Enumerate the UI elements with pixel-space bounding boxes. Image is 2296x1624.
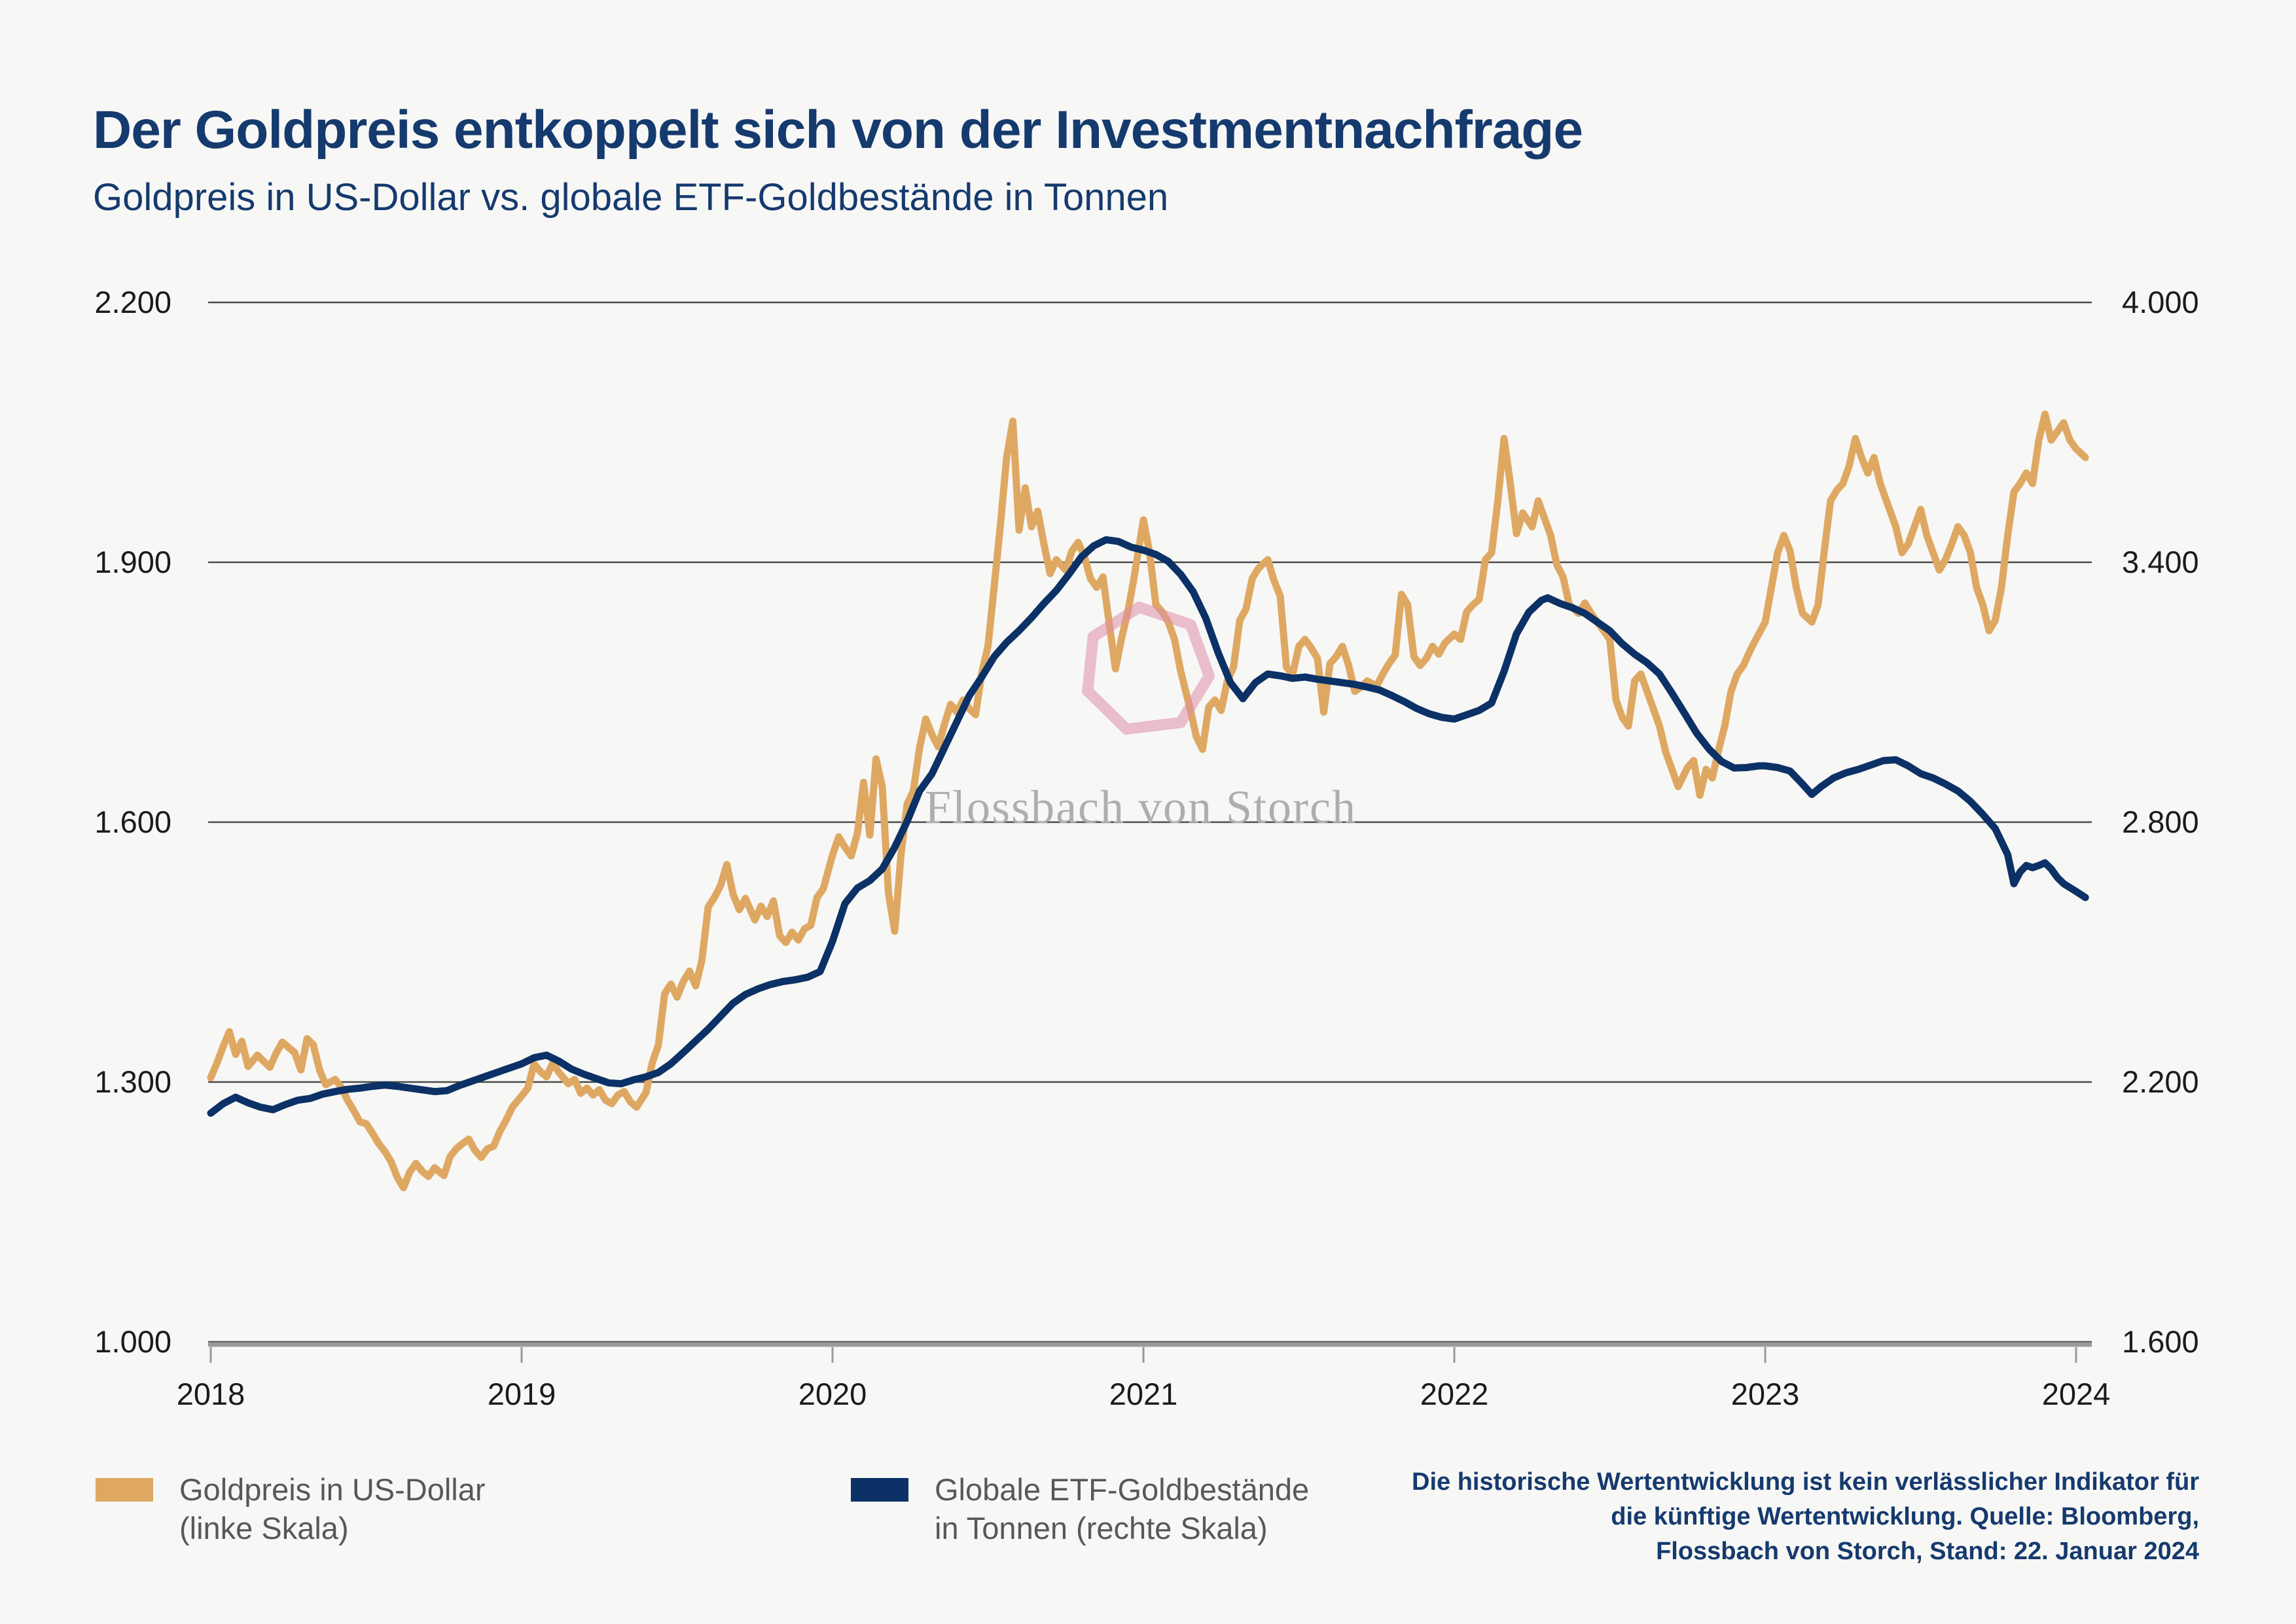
watermark-heptagon-logo: [1082, 602, 1215, 735]
y-axis-label-left: 1.900: [94, 545, 171, 579]
y-axis-label-left: 2.200: [94, 285, 171, 319]
y-axis-label-right: 2.200: [2122, 1064, 2199, 1099]
disclaimer-line-1: Die historische Wertentwicklung ist kein…: [1412, 1468, 2199, 1496]
legend-item-gold-price: Goldpreis in US-Dollar (linke Skala): [96, 1470, 486, 1547]
x-axis-label: 2021: [1109, 1377, 1178, 1411]
legend-swatch-gold: [96, 1478, 153, 1502]
x-axis-label: 2023: [1731, 1377, 1800, 1411]
x-axis-label: 2022: [1420, 1377, 1489, 1411]
etf-holdings-line: [207, 536, 2089, 1117]
legend-label-gold-line1: Goldpreis in US-Dollar: [179, 1472, 486, 1507]
disclaimer-line-3: Flossbach von Storch, Stand: 22. Januar …: [1656, 1538, 2199, 1565]
y-axis-label-right: 1.600: [2122, 1324, 2199, 1359]
legend-item-etf-holdings: Globale ETF-Goldbestände in Tonnen (rech…: [851, 1470, 1309, 1547]
y-axis-label-left: 1.000: [94, 1324, 171, 1359]
legend-label-gold-line2: (linke Skala): [179, 1511, 349, 1545]
legend-label-etf-line1: Globale ETF-Goldbestände: [935, 1472, 1310, 1507]
y-axis-label-left: 1.300: [94, 1064, 171, 1099]
legend-label-gold: Goldpreis in US-Dollar (linke Skala): [179, 1470, 486, 1547]
gold-price-line: [207, 410, 2089, 1191]
x-axis-label: 2024: [2042, 1377, 2111, 1411]
legend-label-etf-line2: in Tonnen (rechte Skala): [935, 1511, 1268, 1545]
x-axis-label: 2020: [798, 1377, 867, 1411]
page-title: Der Goldpreis entkoppelt sich von der In…: [93, 100, 1583, 160]
disclaimer-source-note: Die historische Wertentwicklung ist kein…: [1412, 1465, 2199, 1569]
page-subtitle: Goldpreis in US-Dollar vs. globale ETF-G…: [93, 176, 1169, 219]
y-axis-label-right: 2.800: [2122, 804, 2199, 839]
watermark-text: Flossbach von Storch: [925, 781, 1357, 833]
y-axis-label-left: 1.600: [94, 804, 171, 839]
y-axis-label-right: 3.400: [2122, 545, 2199, 579]
legend-swatch-etf: [851, 1478, 908, 1502]
y-axis-label-right: 4.000: [2122, 285, 2199, 319]
x-axis-label: 2018: [177, 1377, 245, 1411]
disclaimer-line-2: die künftige Wertentwicklung. Quelle: Bl…: [1611, 1503, 2199, 1530]
legend-label-etf: Globale ETF-Goldbestände in Tonnen (rech…: [935, 1470, 1309, 1547]
x-axis-label: 2019: [488, 1377, 556, 1411]
